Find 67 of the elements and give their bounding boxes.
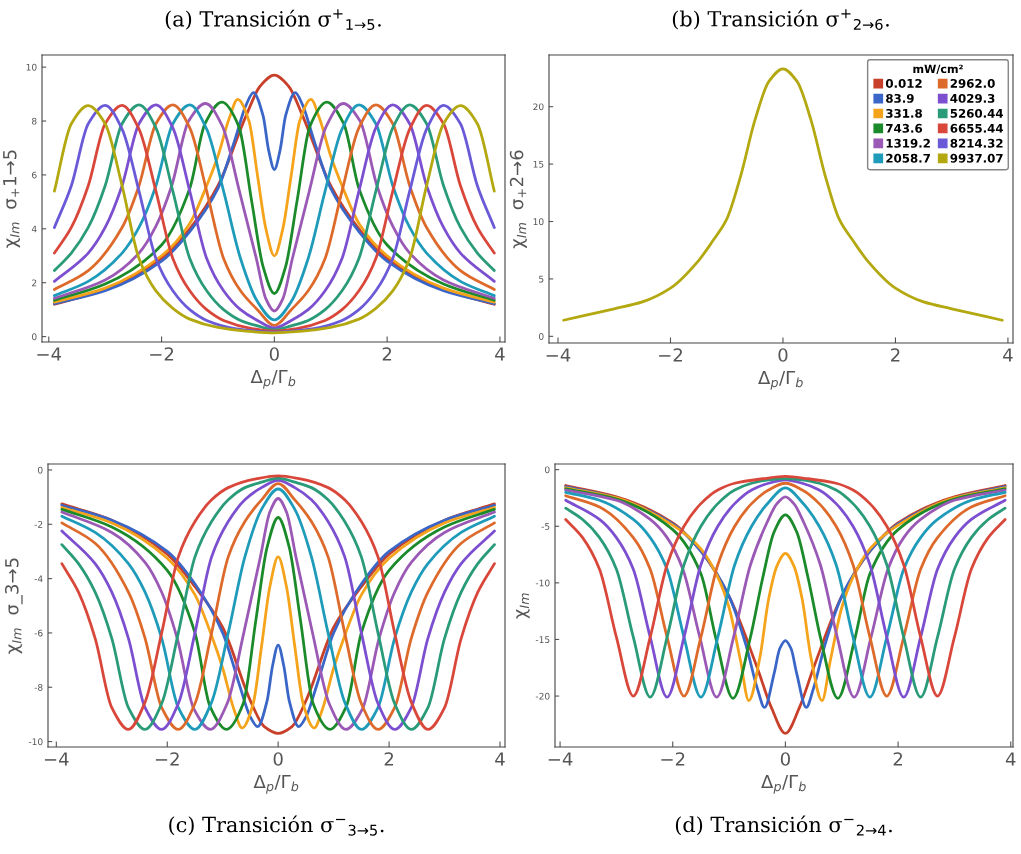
y-tick-label: 10 — [26, 63, 37, 71]
x-tick-label: 4 — [495, 347, 505, 361]
x-tick-label: −2 — [661, 752, 685, 766]
x-tick-label: 4 — [1005, 752, 1016, 766]
x-axis-title: Δ$_{p}$/Γ$_{b}$ — [758, 370, 803, 390]
y-axis-title: χ$_{Im}$ σ$_{+}$1→5 — [3, 150, 21, 248]
legend-label: 2962.0 — [950, 78, 995, 88]
legend-label: 83.9 — [886, 93, 914, 103]
y-axis-title: χ$_{Im}$ σ_3→5 — [4, 558, 23, 654]
text: (c) Transición σ$^{−}$$_{3→5}$. — [169, 815, 384, 836]
y-tick-label: -2 — [34, 521, 43, 528]
y-tick-label: 20 — [533, 103, 544, 111]
x-tick-label: −2 — [659, 348, 682, 362]
x-axis-title: Δ$_{p}$/Γ$_{b}$ — [253, 774, 299, 794]
y-tick-label: -15 — [535, 636, 550, 644]
legend-label: 743.6 — [886, 123, 923, 133]
y-tick-label: -4 — [34, 575, 43, 583]
y-tick-label: 0 — [538, 333, 544, 340]
y-tick-label: 0 — [31, 333, 37, 341]
y-tick-label: -10 — [28, 738, 43, 746]
legend-label: 331.8 — [886, 108, 922, 118]
x-tick-label: 0 — [269, 347, 279, 361]
legend-label: 2058.7 — [886, 153, 930, 163]
x-tick-label: −4 — [546, 348, 571, 362]
x-tick-label: 2 — [384, 752, 394, 766]
legend-label: 8214.32 — [950, 138, 1003, 148]
chart-title: (a) Transición σ$^{+}$$_{1→5}$. — [165, 9, 381, 31]
x-tick-label: −4 — [548, 752, 573, 766]
y-tick-label: 10 — [533, 218, 544, 226]
x-tick-label: 4 — [495, 752, 505, 766]
legend-label: 4029.3 — [950, 93, 995, 103]
legend-label: 5260.44 — [950, 108, 1004, 118]
legend-label: 1319.2 — [886, 138, 930, 148]
y-tick-label: -20 — [535, 692, 550, 700]
y-tick-label: 0 — [544, 466, 550, 474]
x-tick-label: 0 — [273, 752, 283, 766]
legend-label: 6655.44 — [950, 123, 1004, 133]
y-tick-label: 4 — [31, 225, 37, 233]
y-tick-label: -5 — [541, 523, 550, 530]
y-tick-label: 6 — [32, 171, 37, 179]
x-tick-label: 2 — [891, 348, 900, 362]
x-axis-title: Δ$_{p}$/Γ$_{b}$ — [761, 774, 806, 794]
y-tick-label: 2 — [32, 279, 37, 287]
y-axis-title: χ$_{Im}$ — [516, 593, 530, 619]
x-tick-label: −4 — [44, 752, 69, 766]
x-tick-label: 0 — [780, 752, 790, 766]
text: (d) Transición σ$^{−}$$_{2→4}$. — [675, 815, 892, 836]
legend-title: mW/cm² — [913, 64, 963, 74]
x-tick-label: −4 — [37, 347, 62, 361]
y-tick-label: -6 — [34, 629, 43, 637]
y-axis-title: χ$_{Im}$ σ$_{+}$2→6 — [509, 150, 527, 249]
x-tick-label: 0 — [778, 348, 788, 362]
x-tick-label: 4 — [1003, 348, 1013, 362]
y-tick-label: 8 — [32, 117, 37, 125]
y-tick-label: -10 — [535, 579, 550, 587]
y-tick-label: -8 — [34, 683, 43, 691]
y-tick-label: 15 — [533, 160, 544, 168]
legend-label: 9937.07 — [950, 153, 1003, 163]
x-tick-label: 2 — [382, 347, 392, 361]
chart-title: (b) Transición σ$^{+}$$_{2→6}$. — [672, 9, 889, 30]
x-tick-label: 2 — [893, 752, 903, 766]
y-tick-label: 5 — [539, 275, 544, 283]
x-tick-label: −2 — [155, 752, 179, 766]
y-tick-label: 0 — [37, 466, 43, 474]
legend-label: 0.012 — [885, 78, 922, 88]
x-axis-title: Δ$_{p}$/Γ$_{b}$ — [250, 369, 296, 389]
x-tick-label: −2 — [150, 347, 174, 361]
